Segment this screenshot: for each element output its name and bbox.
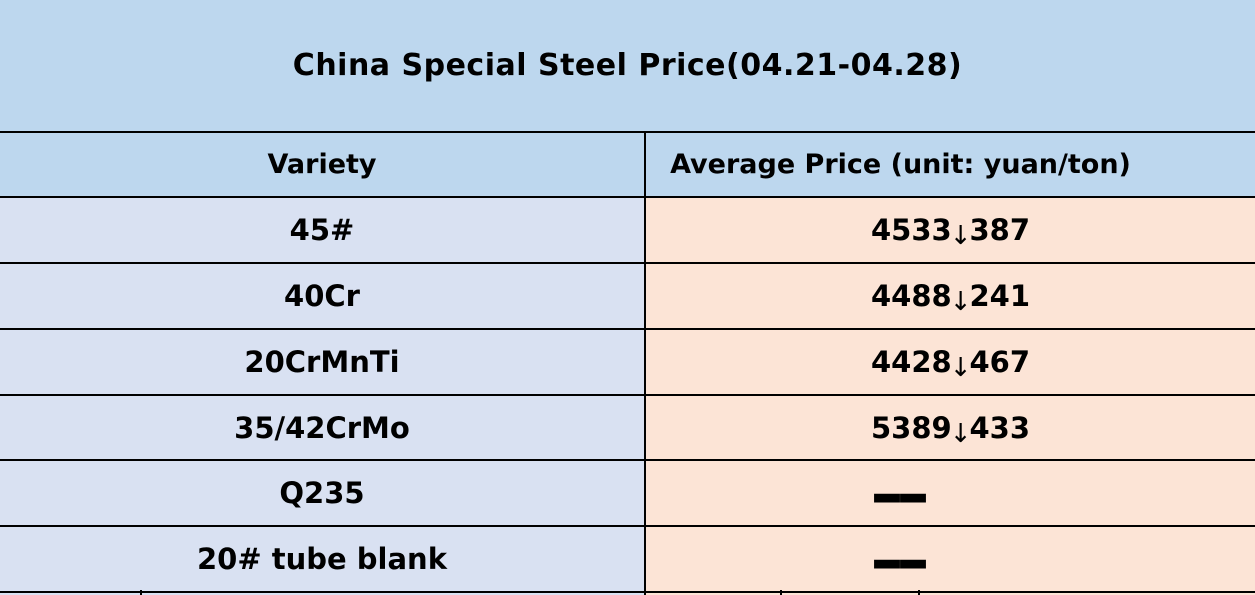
price-change: 241: [969, 279, 1031, 313]
price-value: 5389: [870, 410, 952, 445]
variety-cell: 20# tube blank: [0, 527, 646, 591]
variety-cell: 40Cr: [0, 264, 646, 328]
bottom-partial-row: [0, 593, 1255, 595]
down-arrow-icon: ↓: [949, 418, 972, 449]
variety-cell: Q235: [0, 461, 646, 525]
partial-cell-fill: [0, 593, 644, 595]
header-variety-label: Variety: [267, 149, 377, 180]
variety-cell: 45#: [0, 198, 646, 262]
down-arrow-icon: ↓: [949, 221, 972, 251]
price-cell: 5389 ↓ 433: [646, 396, 1255, 459]
table-row: 20CrMnTi 4428 ↓ 467: [0, 330, 1255, 396]
variety-cell: 20CrMnTi: [0, 330, 646, 394]
price-cell: ——: [646, 527, 1255, 591]
header-cell-price: Average Price (unit: yuan/ton): [646, 133, 1255, 196]
variety-cell: 35/42CrMo: [0, 396, 646, 459]
price-change: 433: [969, 410, 1031, 445]
variety-label: 35/42CrMo: [234, 410, 410, 445]
down-arrow-icon: ↓: [949, 287, 972, 317]
down-arrow-icon: ↓: [949, 353, 972, 383]
price-cell: ——: [646, 461, 1255, 525]
price-value: 4533: [870, 213, 952, 247]
table-title-row: China Special Steel Price(04.21-04.28): [0, 0, 1255, 133]
table-row: Q235 ——: [0, 461, 1255, 527]
no-data-dash: ——: [872, 461, 928, 525]
no-data-dash: ——: [872, 527, 928, 591]
header-price-label: Average Price (unit: yuan/ton): [670, 149, 1131, 180]
variety-label: 20CrMnTi: [244, 345, 400, 379]
table-header-row: Variety Average Price (unit: yuan/ton): [0, 133, 1255, 198]
price-change: 467: [969, 345, 1031, 379]
price-cell: 4428 ↓ 467: [646, 330, 1255, 394]
header-cell-variety: Variety: [0, 133, 646, 196]
partial-cell-fill: [646, 593, 1255, 595]
price-cell: 4533 ↓ 387: [646, 198, 1255, 262]
variety-label: 40Cr: [284, 279, 360, 313]
price-change: 387: [969, 213, 1031, 247]
variety-label: 20# tube blank: [197, 542, 447, 576]
column-divider: [644, 593, 646, 595]
table-row: 20# tube blank ——: [0, 527, 1255, 593]
price-cell: 4488 ↓ 241: [646, 264, 1255, 328]
page-title: China Special Steel Price(04.21-04.28): [292, 48, 963, 83]
grid-tick: [918, 590, 920, 595]
variety-label: Q235: [279, 476, 365, 510]
variety-label: 45#: [289, 213, 355, 247]
grid-tick: [140, 590, 142, 595]
grid-tick: [780, 590, 782, 595]
price-value: 4428: [870, 345, 952, 379]
table-row: 35/42CrMo 5389 ↓ 433: [0, 396, 1255, 461]
table-row: 45# 4533 ↓ 387: [0, 198, 1255, 264]
table-row: 40Cr 4488 ↓ 241: [0, 264, 1255, 330]
price-value: 4488: [870, 279, 952, 313]
